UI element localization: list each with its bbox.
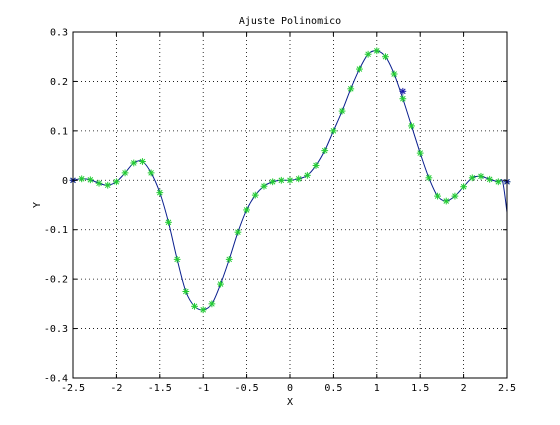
x-tick-label: 1 bbox=[374, 383, 380, 394]
data-point-marker bbox=[312, 162, 320, 169]
data-point-marker bbox=[243, 206, 250, 214]
fit-curve-line bbox=[72, 50, 508, 311]
y-axis-label: Y bbox=[32, 202, 43, 208]
data-point-marker bbox=[182, 288, 190, 295]
data-point-marker bbox=[486, 175, 494, 183]
data-point-marker bbox=[373, 47, 381, 55]
data-point-marker bbox=[78, 175, 86, 183]
data-point-marker bbox=[173, 255, 181, 263]
data-point-marker bbox=[139, 158, 146, 165]
data-point-marker bbox=[260, 182, 268, 190]
data-point-marker bbox=[113, 178, 120, 186]
x-tick-label: 2.5 bbox=[498, 383, 516, 394]
x-tick-label: -2 bbox=[110, 383, 122, 394]
data-point-marker bbox=[95, 179, 103, 187]
y-tick-label: 0.1 bbox=[50, 126, 68, 137]
data-point-marker bbox=[286, 176, 294, 184]
data-point-marker bbox=[347, 85, 355, 93]
data-point-marker bbox=[217, 280, 224, 288]
data-point-marker bbox=[468, 174, 476, 182]
x-tick-label: -0.5 bbox=[235, 383, 259, 394]
data-point-marker bbox=[199, 306, 207, 314]
x-tick-label: 0 bbox=[287, 383, 293, 394]
data-point-marker bbox=[399, 95, 407, 103]
data-point-marker bbox=[434, 192, 441, 200]
data-point-marker bbox=[130, 159, 138, 167]
data-point-marker bbox=[225, 255, 233, 263]
data-point-marker bbox=[295, 175, 303, 183]
data-point-marker bbox=[277, 176, 285, 184]
y-tick-label: -0.3 bbox=[44, 324, 68, 335]
data-point-marker bbox=[156, 189, 164, 197]
data-point-marker bbox=[451, 192, 459, 200]
y-tick-label: -0.1 bbox=[44, 225, 68, 236]
data-point-marker bbox=[321, 147, 329, 155]
data-point-marker bbox=[356, 65, 363, 73]
data-point-marker bbox=[269, 178, 277, 186]
y-tick-label: 0.2 bbox=[50, 77, 68, 88]
y-tick-label: 0 bbox=[62, 176, 68, 187]
data-point-marker bbox=[251, 191, 259, 199]
data-point-marker bbox=[147, 169, 155, 177]
data-point-marker bbox=[303, 171, 311, 179]
data-point-marker bbox=[104, 181, 112, 189]
chart-title: Ajuste Polinomico bbox=[239, 16, 341, 27]
data-point-marker bbox=[442, 197, 450, 205]
data-point-marker bbox=[416, 149, 424, 157]
grid bbox=[73, 32, 507, 378]
y-tick-label: 0.3 bbox=[50, 28, 68, 39]
data-point-marker bbox=[382, 53, 389, 61]
data-point-marker bbox=[408, 122, 415, 130]
x-axis-label: X bbox=[287, 397, 293, 408]
data-point-marker bbox=[234, 228, 242, 236]
data-point-marker bbox=[338, 107, 346, 115]
y-tick-label: -0.4 bbox=[44, 374, 68, 385]
data-point-marker bbox=[330, 127, 337, 135]
data-point-marker bbox=[364, 50, 372, 58]
ticks: -2.5 -2 -1.5 -1 -0.5 0 0.5 1 1.5 2 2.5 -0.4 -0.3 -0.2… bbox=[44, 28, 516, 395]
data-point-marker bbox=[494, 178, 502, 186]
data-point-marker bbox=[390, 70, 398, 78]
y-tick-label: -0.2 bbox=[44, 275, 68, 286]
data-point-marker bbox=[477, 172, 485, 180]
x-tick-label: -1 bbox=[197, 383, 209, 394]
x-tick-label: 1.5 bbox=[411, 383, 429, 394]
data-point-marker bbox=[86, 176, 94, 184]
data-point-marker bbox=[460, 183, 467, 191]
x-tick-label: 0.5 bbox=[324, 383, 342, 394]
data-point-marker bbox=[425, 174, 433, 182]
x-tick-label: -2.5 bbox=[61, 383, 85, 394]
x-tick-label: 2 bbox=[461, 383, 467, 394]
data-point-marker bbox=[191, 302, 198, 310]
data-point-marker bbox=[208, 300, 216, 308]
data-point-marker bbox=[121, 169, 129, 177]
data-point-marker bbox=[165, 218, 172, 226]
data-point-marker bbox=[399, 87, 407, 95]
x-tick-label: -1.5 bbox=[148, 383, 172, 394]
